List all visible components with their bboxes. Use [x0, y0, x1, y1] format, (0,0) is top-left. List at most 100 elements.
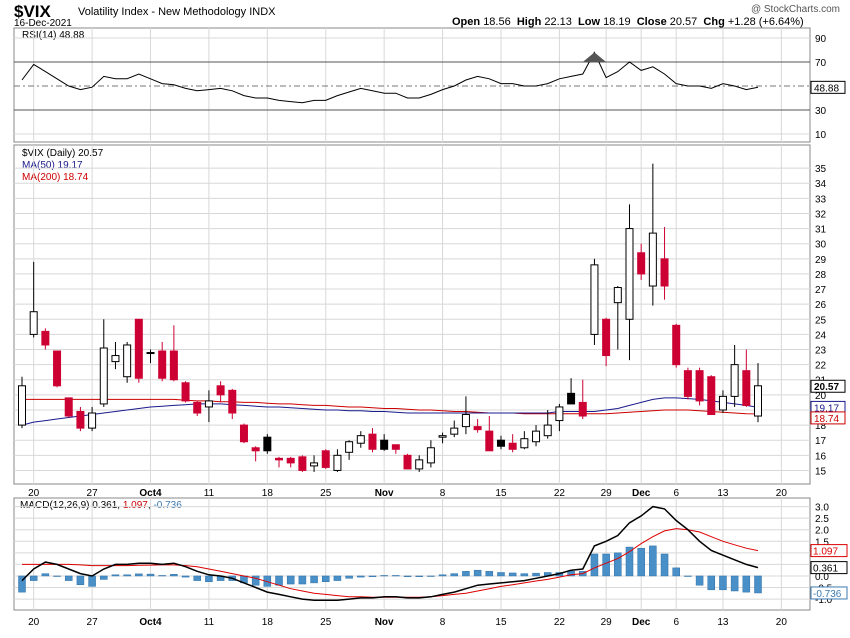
candle-body [391, 444, 400, 450]
candle-body [438, 435, 447, 438]
x-axis-label-bottom: 13 [717, 617, 729, 628]
candle-body [648, 232, 657, 287]
candle-body [53, 350, 62, 387]
macd-histogram-bar [695, 575, 704, 586]
macd-histogram-bar [730, 575, 739, 592]
macd-histogram-bar [368, 575, 377, 577]
x-axis-label: 18 [262, 488, 274, 499]
candle-body [239, 424, 248, 443]
macd-histogram-bar [286, 575, 295, 585]
ma200-label: MA(200) 18.74 [22, 172, 89, 183]
candle-body [555, 406, 564, 422]
macd-histogram-bar [625, 546, 634, 577]
rsi-value-box-text: 48.88 [814, 83, 839, 94]
chart-date: 16-Dec-2021 [14, 18, 72, 29]
macd-histogram-bar [357, 575, 365, 578]
candle-body [64, 397, 73, 417]
x-axis-label: 6 [673, 488, 679, 499]
candle-body [730, 364, 739, 397]
macd-tick-label: 2.0 [815, 526, 829, 537]
macd-histogram-bar [135, 573, 143, 577]
macd-histogram-bar [146, 573, 155, 577]
macd-histogram-bar [41, 573, 50, 577]
open-value: 18.56 [483, 16, 511, 28]
candle-body [263, 436, 272, 452]
ticker-symbol: $VIX [14, 2, 51, 21]
quote-summary: Open 18.56 High 22.13 Low 18.19 Close 20… [452, 16, 804, 28]
macd-histogram-bar [100, 575, 108, 580]
x-axis-label-bottom: 15 [495, 617, 507, 628]
candle-body [88, 412, 97, 429]
macd-histogram-bar [754, 575, 762, 594]
rsi-label: RSI(14) 48.88 [22, 30, 85, 41]
macd-value-text: 0.361 [92, 500, 118, 511]
macd-histogram-bar [497, 572, 505, 577]
macd-histogram-bar [637, 547, 645, 577]
close-value-box [810, 379, 846, 393]
price-tick-label: 26 [815, 300, 827, 311]
macd-histogram-bar [64, 575, 73, 581]
rsi-panel [13, 27, 811, 143]
macd-tick-label: -1.0 [815, 595, 833, 606]
candle-body [450, 427, 459, 435]
macd-histogram-bar [193, 575, 201, 581]
candle-body [543, 424, 552, 437]
candle-body [99, 347, 108, 405]
candle-body [76, 410, 85, 429]
candle-body [637, 252, 646, 275]
ticker-description: Volatility Index - New Methodology INDX [78, 6, 276, 18]
macd-histogram-bar [403, 575, 412, 577]
price-tick-label: 28 [815, 270, 827, 281]
candle-body [123, 344, 132, 378]
macd-histogram-bar [170, 574, 178, 577]
macd-histogram-bar [532, 572, 540, 577]
price-tick-label: 15 [815, 466, 827, 477]
high-label: High [516, 16, 542, 28]
x-axis-label: 20 [776, 488, 788, 499]
x-axis-label: 25 [320, 488, 332, 499]
price-tick-label: 30 [815, 240, 827, 251]
x-axis-label-bottom: Dec [632, 617, 651, 628]
candle-body [169, 350, 178, 381]
price-tick-label: 16 [815, 451, 827, 462]
low-label: Low [578, 16, 601, 28]
candle-body [754, 385, 762, 417]
x-axis-label: 15 [495, 488, 507, 499]
rsi-value-box [810, 80, 846, 94]
candle-body [41, 330, 50, 346]
x-axis-label: 27 [87, 488, 99, 499]
open-label: Open [452, 16, 481, 28]
x-axis-label-bottom: 11 [204, 617, 215, 628]
rsi-tick-label: 70 [815, 58, 827, 69]
macd-label-prefix: MACD(12,26,9) [20, 500, 90, 511]
price-tick-label: 34 [815, 179, 827, 190]
macd-histogram-bar [438, 574, 447, 577]
macd-histogram-bar [567, 571, 575, 577]
macd-histogram-bar [649, 545, 657, 577]
candle-body [356, 435, 365, 444]
candle-body [718, 395, 727, 411]
price-tick-label: 20 [815, 391, 827, 402]
x-axis-label: 20 [28, 488, 40, 499]
candle-body [426, 447, 435, 464]
candle-body [473, 426, 482, 431]
candle-body [532, 430, 541, 443]
candle-body [29, 311, 38, 335]
macd-histogram-bar [29, 575, 38, 581]
x-axis-label: Dec [632, 488, 651, 499]
x-axis-label-bottom: 29 [601, 617, 613, 628]
macd-histogram-bar [298, 575, 307, 585]
candle-body [181, 382, 190, 402]
x-axis-label-bottom: 27 [87, 617, 99, 628]
candle-body [695, 370, 704, 402]
chg-label: Chg [703, 16, 725, 28]
candle-body [158, 350, 167, 379]
macd-histogram-bar [520, 573, 529, 577]
macd-histogram-bar [333, 575, 342, 581]
macd-histogram-bar [742, 575, 751, 593]
macd-histogram-bar [88, 575, 96, 587]
candle-body [613, 287, 622, 304]
candle-body [660, 258, 669, 287]
macd-histogram-bar [380, 575, 388, 577]
